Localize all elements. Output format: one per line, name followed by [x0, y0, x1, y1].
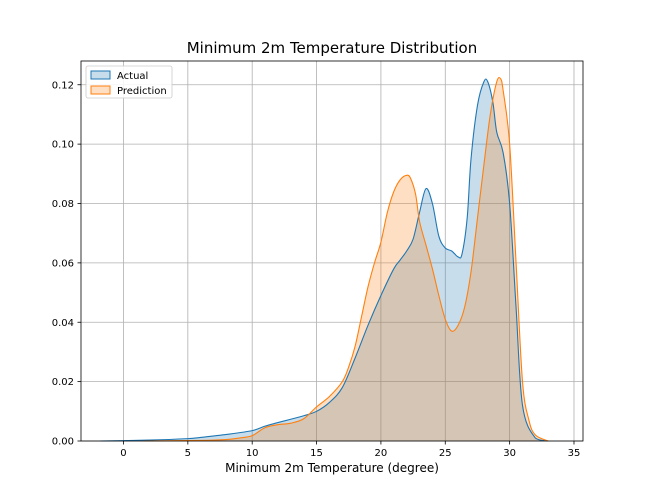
x-tick-label: 30 [503, 448, 516, 459]
legend-box [85, 65, 173, 99]
plot-frame [80, 60, 584, 442]
series-line-prediction [142, 76, 549, 442]
y-tick-label: 0.10 [52, 140, 74, 151]
x-tick-label: 15 [310, 448, 323, 459]
legend: Actual Prediction [85, 65, 173, 99]
series-area-actual [100, 78, 549, 441]
y-tick-label: 0.12 [52, 80, 74, 91]
x-tick-label: 5 [185, 448, 191, 459]
y-tick-label: 0.04 [52, 318, 74, 329]
y-tick-label: 0.08 [52, 199, 74, 210]
x-tick-label: 10 [246, 448, 259, 459]
series-line-actual [100, 78, 549, 442]
y-tick-label: 0.00 [52, 437, 74, 448]
x-tick-label: 20 [375, 448, 388, 459]
x-tick-label: 25 [439, 448, 452, 459]
series-area-prediction [142, 77, 549, 441]
y-axis: 0.00 0.02 0.04 0.06 0.08 0.10 0.12 [52, 80, 81, 448]
legend-swatch-prediction [90, 85, 111, 95]
x-tick-label: 35 [568, 448, 581, 459]
x-axis-label: Minimum 2m Temperature (degree) [225, 461, 439, 475]
y-tick-label: 0.06 [52, 258, 74, 269]
x-tick-label: 0 [120, 448, 126, 459]
x-axis: 0 5 10 15 20 25 30 35 [120, 441, 580, 459]
legend-swatch-actual [90, 70, 111, 80]
legend-label-actual: Actual [117, 71, 148, 82]
density-areas [100, 76, 549, 442]
legend-label-prediction: Prediction [117, 86, 167, 97]
y-tick-label: 0.02 [52, 377, 74, 388]
chart-title: Minimum 2m Temperature Distribution [187, 39, 478, 57]
